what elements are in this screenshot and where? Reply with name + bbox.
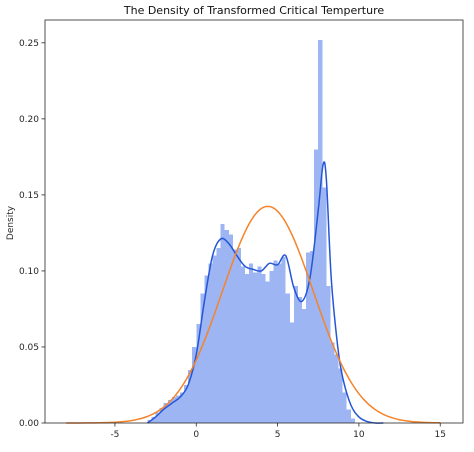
histogram-bar	[171, 397, 176, 423]
histogram-bar	[245, 273, 250, 423]
y-tick-label: 0.05	[19, 343, 39, 353]
y-tick-label: 0.10	[19, 267, 39, 277]
histogram-bar	[297, 296, 302, 423]
histogram-bar	[281, 257, 286, 423]
histogram-bars	[147, 39, 355, 424]
y-tick-label: 0.00	[19, 419, 39, 429]
histogram-bar	[293, 286, 298, 423]
histogram-bar	[334, 354, 339, 423]
histogram-bar	[350, 418, 355, 423]
histogram-bar	[273, 260, 278, 423]
x-tick-label: 0	[193, 430, 199, 440]
y-tick-label: 0.15	[19, 191, 39, 201]
histogram-bar	[200, 293, 205, 423]
x-tick-label: 15	[435, 430, 446, 440]
histogram-bar	[216, 248, 221, 423]
histogram-bar	[253, 272, 258, 423]
histogram-bar	[208, 263, 213, 423]
histogram-bar	[163, 403, 168, 423]
histogram-bar	[261, 273, 266, 423]
histogram-bar	[184, 384, 189, 423]
histogram-bar	[179, 392, 185, 423]
histogram-bar	[285, 293, 290, 423]
histogram-bar	[196, 324, 201, 423]
histogram-bar	[301, 308, 307, 423]
kde-line	[147, 161, 384, 424]
histogram-bar	[257, 266, 262, 423]
plot-frame	[44, 19, 464, 424]
x-tick-label: 5	[275, 430, 281, 440]
y-tick-label: 0.25	[19, 39, 39, 49]
histogram-bar	[322, 187, 327, 423]
histogram-bar	[159, 407, 164, 423]
histogram-bar	[151, 416, 156, 423]
histogram-bar	[342, 392, 347, 423]
histogram-bar	[240, 266, 246, 423]
histogram-bar	[330, 342, 335, 423]
x-axis-ticks: -5 0 5 10 15	[110, 423, 446, 440]
histogram-bar	[204, 275, 209, 423]
histogram-bar	[346, 409, 351, 423]
histogram-bar	[306, 252, 311, 423]
histogram-bar	[314, 149, 319, 423]
normal-fit-line	[66, 205, 441, 424]
histogram-bar	[220, 223, 225, 423]
histogram-bar	[338, 368, 343, 423]
y-tick-label: 0.20	[19, 115, 39, 125]
histogram-bar	[265, 281, 270, 423]
histogram-bar	[188, 369, 193, 423]
y-axis-ticks: 0.00 0.05 0.10 0.15 0.20 0.25	[19, 39, 45, 429]
histogram-bar	[232, 249, 237, 423]
histogram-bar	[224, 229, 229, 423]
x-tick-label: 10	[353, 430, 365, 440]
density-curves	[66, 161, 441, 424]
histogram-bar	[155, 412, 160, 423]
histogram-bar	[212, 255, 217, 423]
y-axis-label: Density	[6, 205, 16, 240]
histogram-bar	[228, 234, 233, 423]
histogram-bar	[277, 263, 282, 423]
histogram-bar	[289, 322, 294, 423]
histogram-bar	[310, 251, 315, 423]
histogram-bar	[318, 39, 323, 424]
histogram-bar	[175, 395, 180, 423]
histogram-bar	[249, 263, 254, 423]
histogram-bar	[236, 248, 241, 423]
histogram-bar	[192, 346, 197, 423]
x-tick-label: -5	[110, 430, 119, 440]
histogram-bar	[326, 286, 331, 423]
chart-title: The Density of Transformed Critical Temp…	[123, 4, 384, 17]
histogram-bar	[167, 400, 172, 423]
histogram-bar	[269, 270, 274, 423]
